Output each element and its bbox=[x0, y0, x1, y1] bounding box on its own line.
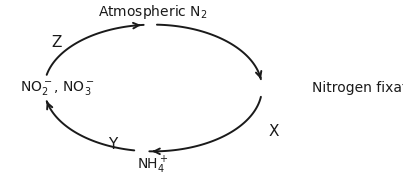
Text: Y: Y bbox=[108, 137, 117, 152]
Text: Atmospheric N$_2$: Atmospheric N$_2$ bbox=[98, 3, 208, 21]
Text: NH$_4^+$: NH$_4^+$ bbox=[137, 155, 169, 176]
Text: X: X bbox=[269, 124, 279, 140]
Text: Nitrogen fixation: Nitrogen fixation bbox=[312, 81, 403, 95]
Text: NO$_2^-$, NO$_3^-$: NO$_2^-$, NO$_3^-$ bbox=[20, 79, 95, 97]
Text: Z: Z bbox=[51, 35, 62, 50]
